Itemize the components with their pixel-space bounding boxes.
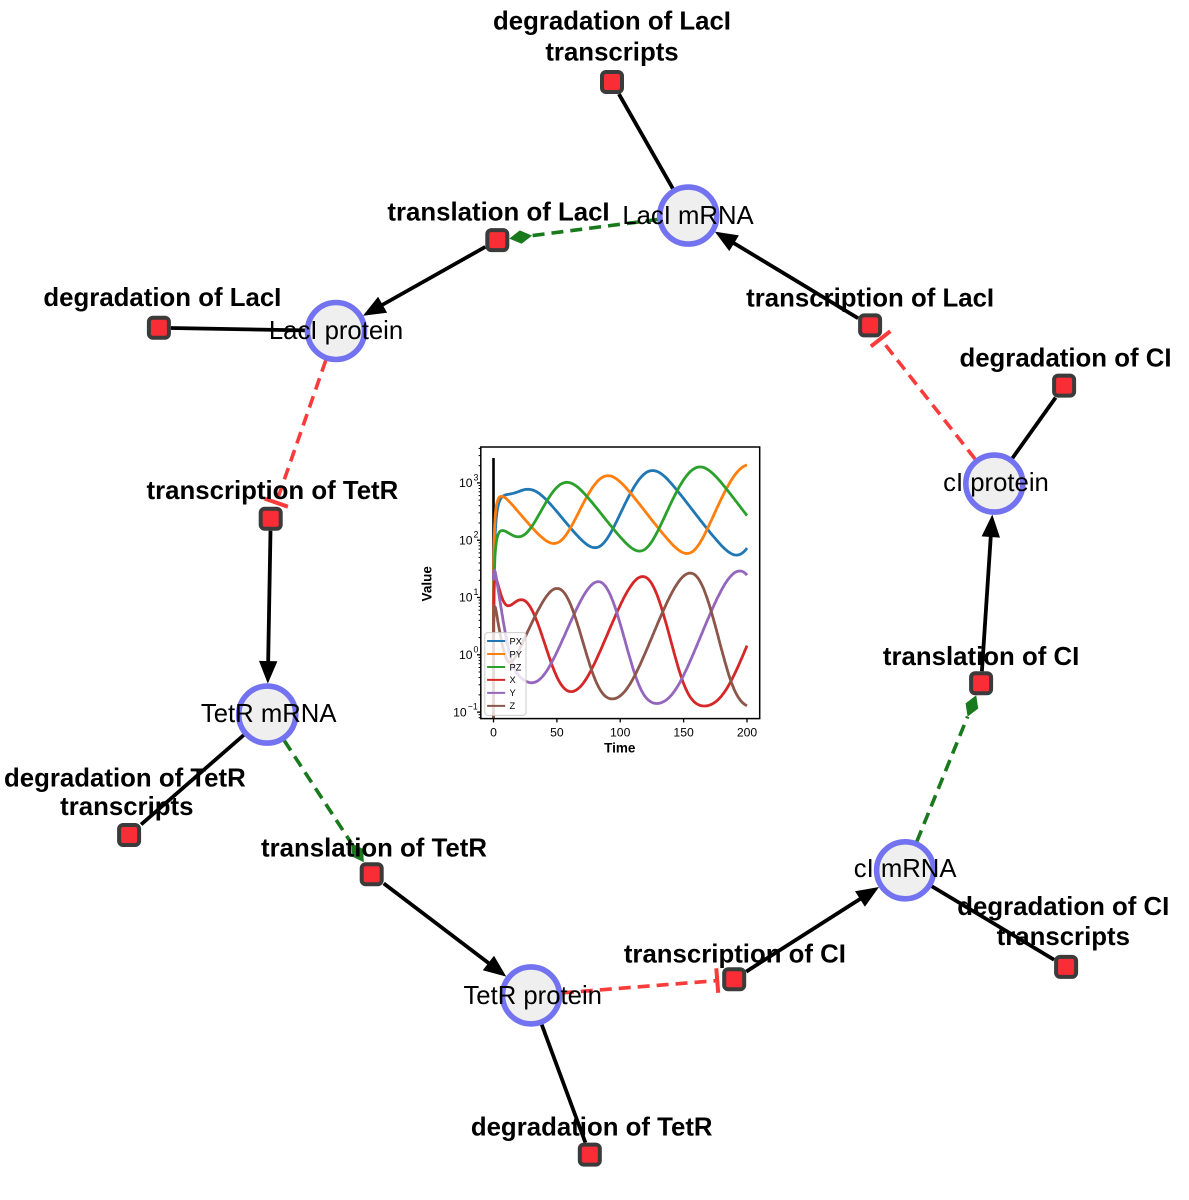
svg-text:degradation of LacI: degradation of LacI <box>43 284 281 312</box>
svg-text:X: X <box>510 675 516 685</box>
svg-text:cI mRNA: cI mRNA <box>854 855 958 883</box>
svg-text:1: 1 <box>474 587 479 597</box>
svg-text:−1: −1 <box>468 702 478 712</box>
svg-text:10: 10 <box>459 648 473 662</box>
svg-text:degradation of CI: degradation of CI <box>959 345 1171 373</box>
svg-text:PY: PY <box>510 649 522 659</box>
svg-text:translation of TetR: translation of TetR <box>261 835 487 863</box>
svg-text:transcripts: transcripts <box>997 923 1130 951</box>
svg-text:degradation of TetR: degradation of TetR <box>4 765 246 793</box>
svg-text:Y: Y <box>510 688 516 698</box>
svg-text:10: 10 <box>459 476 473 490</box>
svg-text:100: 100 <box>610 726 631 740</box>
svg-text:degradation of CI: degradation of CI <box>957 893 1169 921</box>
svg-text:Z: Z <box>510 701 516 711</box>
svg-text:degradation of LacI: degradation of LacI <box>493 8 731 36</box>
svg-text:transcription of CI: transcription of CI <box>624 941 846 969</box>
svg-text:Time: Time <box>604 740 636 755</box>
svg-text:50: 50 <box>550 726 564 740</box>
svg-text:0: 0 <box>490 726 497 740</box>
svg-text:150: 150 <box>673 726 694 740</box>
svg-text:translation of CI: translation of CI <box>883 643 1079 671</box>
svg-text:TetR protein: TetR protein <box>463 982 602 1010</box>
svg-text:LacI mRNA: LacI mRNA <box>622 202 754 230</box>
svg-text:LacI protein: LacI protein <box>269 317 403 345</box>
svg-text:10: 10 <box>453 705 467 719</box>
svg-text:transcription of LacI: transcription of LacI <box>746 284 994 312</box>
svg-text:degradation of TetR: degradation of TetR <box>471 1113 713 1141</box>
svg-text:PZ: PZ <box>510 662 522 672</box>
svg-text:TetR mRNA: TetR mRNA <box>201 700 337 728</box>
svg-text:3: 3 <box>474 472 479 482</box>
svg-text:translation of LacI: translation of LacI <box>387 199 609 227</box>
svg-text:0: 0 <box>474 644 479 654</box>
svg-text:10: 10 <box>459 533 473 547</box>
svg-text:transcripts: transcripts <box>60 793 193 821</box>
svg-text:transcripts: transcripts <box>545 39 678 67</box>
svg-text:cI protein: cI protein <box>943 469 1049 497</box>
svg-text:Value: Value <box>420 566 435 602</box>
svg-text:transcription of TetR: transcription of TetR <box>147 477 399 505</box>
svg-text:10: 10 <box>459 591 473 605</box>
svg-text:PX: PX <box>510 636 522 646</box>
svg-text:2: 2 <box>474 530 479 540</box>
svg-text:200: 200 <box>737 726 758 740</box>
